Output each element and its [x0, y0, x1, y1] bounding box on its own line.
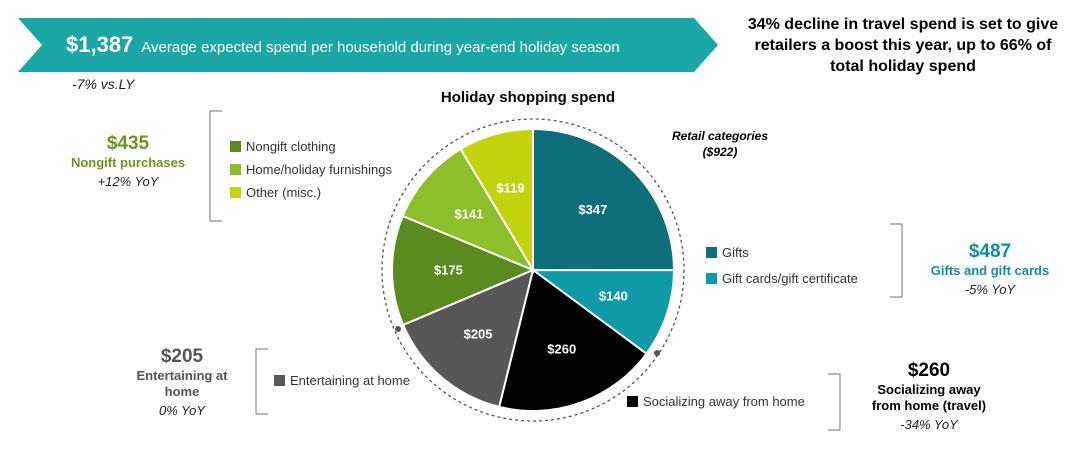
retail-categories-label: Retail categories ($922): [660, 128, 780, 160]
ring-end-dot-left: [395, 326, 401, 332]
pie-value-label: $347: [578, 202, 607, 217]
entertaining-summary: $205 Entertaining at home 0% YoY: [112, 346, 252, 418]
legend-label: Entertaining at home: [290, 373, 410, 388]
pie-slice-socializing-away-from-home: [497, 268, 648, 412]
gifts-bracket: [890, 223, 903, 298]
retail-label-line2: ($922): [702, 145, 738, 159]
gifts-legend: Gifts Gift cards/gift certificate: [706, 239, 858, 291]
socializing-bracket: [828, 373, 841, 431]
nongift-summary: $435 Nongift purchases +12% YoY: [58, 133, 198, 189]
nongift-bracket: [209, 110, 222, 222]
legend-item-other-misc: Other (misc.): [230, 181, 392, 204]
chart-title: Holiday shopping spend: [440, 89, 616, 106]
gifts-yoy: -5% YoY: [964, 282, 1016, 297]
entertaining-name-line2: home: [164, 384, 200, 399]
socializing-amount: $260: [907, 360, 951, 381]
legend-item-socializing-away: Socializing away from home: [627, 394, 805, 409]
pie-slice-home-holiday-furnishings: [401, 147, 536, 273]
legend-swatch: [706, 246, 717, 258]
legend-swatch: [706, 272, 717, 284]
legend-item-home-furnishings: Home/holiday furnishings: [230, 158, 392, 181]
legend-swatch: [230, 164, 241, 175]
legend-label: Nongift clothing: [246, 139, 336, 154]
gifts-amount: $487: [968, 241, 1012, 262]
legend-label: Home/holiday furnishings: [246, 162, 392, 177]
nongift-legend: Nongift clothing Home/holiday furnishing…: [230, 135, 392, 204]
pie-value-label: $140: [599, 288, 628, 303]
vs-last-year: -7% vs.LY: [72, 76, 135, 92]
gifts-name: Gifts and gift cards: [930, 263, 1050, 278]
pie-slice-nongift-clothing: [391, 214, 536, 327]
retail-categories-ring: [381, 118, 685, 422]
retail-label-line1: Retail categories: [671, 129, 769, 143]
nongift-name: Nongift purchases: [70, 155, 186, 170]
pie-value-label: $141: [455, 207, 484, 222]
legend-item-gift-cards: Gift cards/gift certificate: [706, 265, 858, 291]
banner-text: $1,387 Average expected spend per househo…: [66, 18, 620, 72]
pie-slice-entertaining-at-home: [401, 268, 535, 409]
socializing-name-line2: from home (travel): [871, 398, 987, 413]
legend-item-entertaining-at-home: Entertaining at home: [274, 373, 410, 388]
pie-value-label: $119: [496, 180, 524, 195]
gifts-summary: $487 Gifts and gift cards -5% YoY: [912, 241, 1068, 297]
entertaining-bracket: [255, 348, 268, 415]
pie-slice-other-misc-: [459, 127, 534, 274]
banner-description: Average expected spend per household dur…: [141, 39, 620, 56]
entertaining-amount: $205: [160, 346, 204, 367]
ring-end-dot-right: [654, 350, 660, 356]
legend-swatch: [230, 141, 241, 152]
entertaining-legend: Entertaining at home: [274, 373, 410, 388]
legend-swatch: [230, 187, 241, 198]
legend-item-gifts: Gifts: [706, 239, 858, 265]
banner-amount: $1,387: [66, 32, 134, 57]
socializing-name-line1: Socializing away: [877, 382, 981, 397]
pie-slice-gift-cards-gift-certificate: [529, 268, 676, 356]
legend-label: Socializing away from home: [643, 394, 805, 409]
legend-swatch: [627, 396, 638, 407]
pie-value-label: $205: [464, 326, 493, 341]
nongift-yoy: +12% YoY: [97, 174, 159, 189]
entertaining-yoy: 0% YoY: [158, 403, 206, 418]
nongift-amount: $435: [106, 133, 150, 154]
socializing-yoy: -34% YoY: [900, 417, 958, 432]
legend-label: Gift cards/gift certificate: [722, 270, 858, 286]
legend-item-nongift-clothing: Nongift clothing: [230, 135, 392, 158]
pie-slice-gifts: [532, 127, 676, 272]
pie-value-label: $175: [434, 262, 463, 277]
headline: 34% decline in travel spend is set to gi…: [747, 16, 1059, 75]
legend-label: Other (misc.): [246, 185, 322, 200]
legend-label: Gifts: [722, 244, 749, 260]
banner-arrow: [18, 18, 718, 72]
entertaining-name-line1: Entertaining at: [136, 368, 228, 383]
socializing-summary: $260 Socializing away from home (travel)…: [850, 360, 1008, 432]
legend-swatch: [274, 375, 285, 386]
pie-value-label: $260: [547, 342, 576, 357]
socializing-legend: Socializing away from home: [627, 394, 805, 409]
